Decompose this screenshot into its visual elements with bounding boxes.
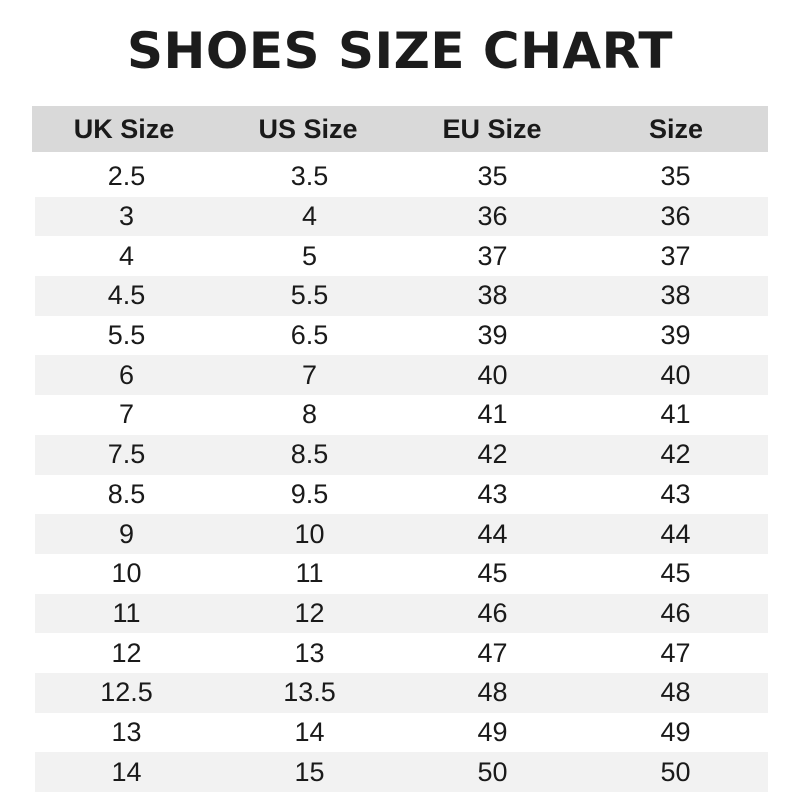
table-row: 5.5 6.5 39 39	[35, 316, 768, 356]
cell-uk-size: 5.5	[107, 320, 146, 351]
cell-uk-size: 4.5	[107, 280, 146, 311]
cell-size: 41	[660, 399, 691, 430]
header-uk-size: UK Size	[73, 114, 175, 144]
cell-eu-size: 39	[477, 320, 508, 351]
table-row: 11 12 46 46	[35, 593, 768, 634]
cell-us-size: 12	[294, 597, 325, 628]
cell-us-size: 13.5	[283, 677, 336, 708]
table-row: 4 5 37 37	[35, 236, 768, 276]
cell-us-size: 7	[301, 359, 318, 390]
cell-size: 38	[660, 280, 691, 311]
page-title: SHOES SIZE CHART	[127, 22, 673, 80]
cell-uk-size: 6	[118, 359, 135, 390]
table-row: 13 14 49 49	[35, 713, 768, 753]
table-row: 14 15 50 50	[35, 752, 768, 792]
cell-size: 50	[660, 756, 691, 787]
cell-uk-size: 7	[118, 399, 135, 430]
cell-eu-size: 45	[477, 558, 508, 589]
table-row: 6 7 40 40	[35, 355, 768, 396]
cell-size: 45	[660, 558, 691, 589]
table-header: UK Size US Size EU Size Size	[32, 106, 768, 152]
table-row: 3 4 36 36	[35, 196, 768, 237]
table-row: 7.5 8.5 42 42	[35, 434, 768, 475]
cell-eu-size: 44	[477, 518, 508, 549]
cell-size: 43	[660, 478, 691, 509]
cell-uk-size: 13	[111, 716, 142, 747]
cell-eu-size: 42	[477, 439, 508, 470]
table-row: 9 10 44 44	[35, 514, 768, 554]
cell-size: 39	[660, 320, 691, 351]
cell-eu-size: 38	[477, 280, 508, 311]
header-eu-size: EU Size	[442, 114, 542, 144]
table-row: 4.5 5.5 38 38	[35, 276, 768, 316]
cell-uk-size: 12.5	[100, 677, 153, 708]
cell-eu-size: 37	[477, 240, 508, 271]
cell-eu-size: 35	[477, 161, 508, 192]
cell-eu-size: 50	[477, 756, 508, 787]
cell-uk-size: 9	[118, 518, 135, 549]
cell-size: 48	[660, 677, 691, 708]
table-row: 10 11 45 45	[35, 554, 768, 594]
cell-size: 35	[660, 161, 691, 192]
table-row: 8.5 9.5 43 43	[35, 475, 768, 515]
cell-size: 40	[660, 359, 691, 390]
cell-uk-size: 2.5	[107, 161, 146, 192]
header-us-size: US Size	[258, 114, 358, 144]
cell-uk-size: 7.5	[107, 439, 146, 470]
cell-us-size: 11	[295, 558, 324, 589]
cell-eu-size: 48	[477, 677, 508, 708]
cell-size: 37	[660, 240, 691, 271]
cell-size: 47	[660, 637, 691, 668]
cell-uk-size: 10	[111, 558, 142, 589]
cell-us-size: 8	[301, 399, 318, 430]
cell-us-size: 6.5	[290, 320, 329, 351]
table-body: 2.5 3.5 35 35 3 4 36 36 4 5 37 37 4.5 5.5 38 38 5.5 6.5 39…	[35, 157, 768, 792]
cell-us-size: 5.5	[290, 280, 329, 311]
cell-us-size: 14	[294, 716, 325, 747]
cell-us-size: 13	[294, 637, 325, 668]
table-row: 12.5 13.5 48 48	[35, 672, 768, 713]
cell-size: 42	[660, 439, 691, 470]
cell-eu-size: 40	[477, 359, 508, 390]
cell-eu-size: 49	[477, 716, 508, 747]
table-row: 12 13 47 47	[35, 633, 768, 673]
table-row: 2.5 3.5 35 35	[35, 157, 768, 197]
cell-us-size: 15	[294, 756, 325, 787]
cell-size: 44	[660, 518, 691, 549]
cell-uk-size: 12	[111, 637, 142, 668]
cell-eu-size: 46	[477, 597, 508, 628]
cell-uk-size: 11	[112, 597, 141, 628]
cell-uk-size: 3	[118, 201, 135, 232]
cell-uk-size: 4	[118, 240, 135, 271]
cell-us-size: 4	[301, 201, 318, 232]
header-size: Size	[648, 114, 704, 144]
cell-us-size: 5	[301, 240, 318, 271]
table-row: 7 8 41 41	[35, 395, 768, 435]
cell-size: 46	[660, 597, 691, 628]
cell-us-size: 8.5	[290, 439, 329, 470]
cell-eu-size: 43	[477, 478, 508, 509]
cell-us-size: 3.5	[290, 161, 329, 192]
cell-size: 36	[660, 201, 691, 232]
cell-us-size: 9.5	[290, 478, 329, 509]
cell-eu-size: 47	[477, 637, 508, 668]
cell-uk-size: 14	[111, 756, 142, 787]
cell-eu-size: 41	[477, 399, 508, 430]
cell-us-size: 10	[294, 518, 325, 549]
cell-eu-size: 36	[477, 201, 508, 232]
cell-uk-size: 8.5	[107, 478, 146, 509]
cell-size: 49	[660, 716, 691, 747]
